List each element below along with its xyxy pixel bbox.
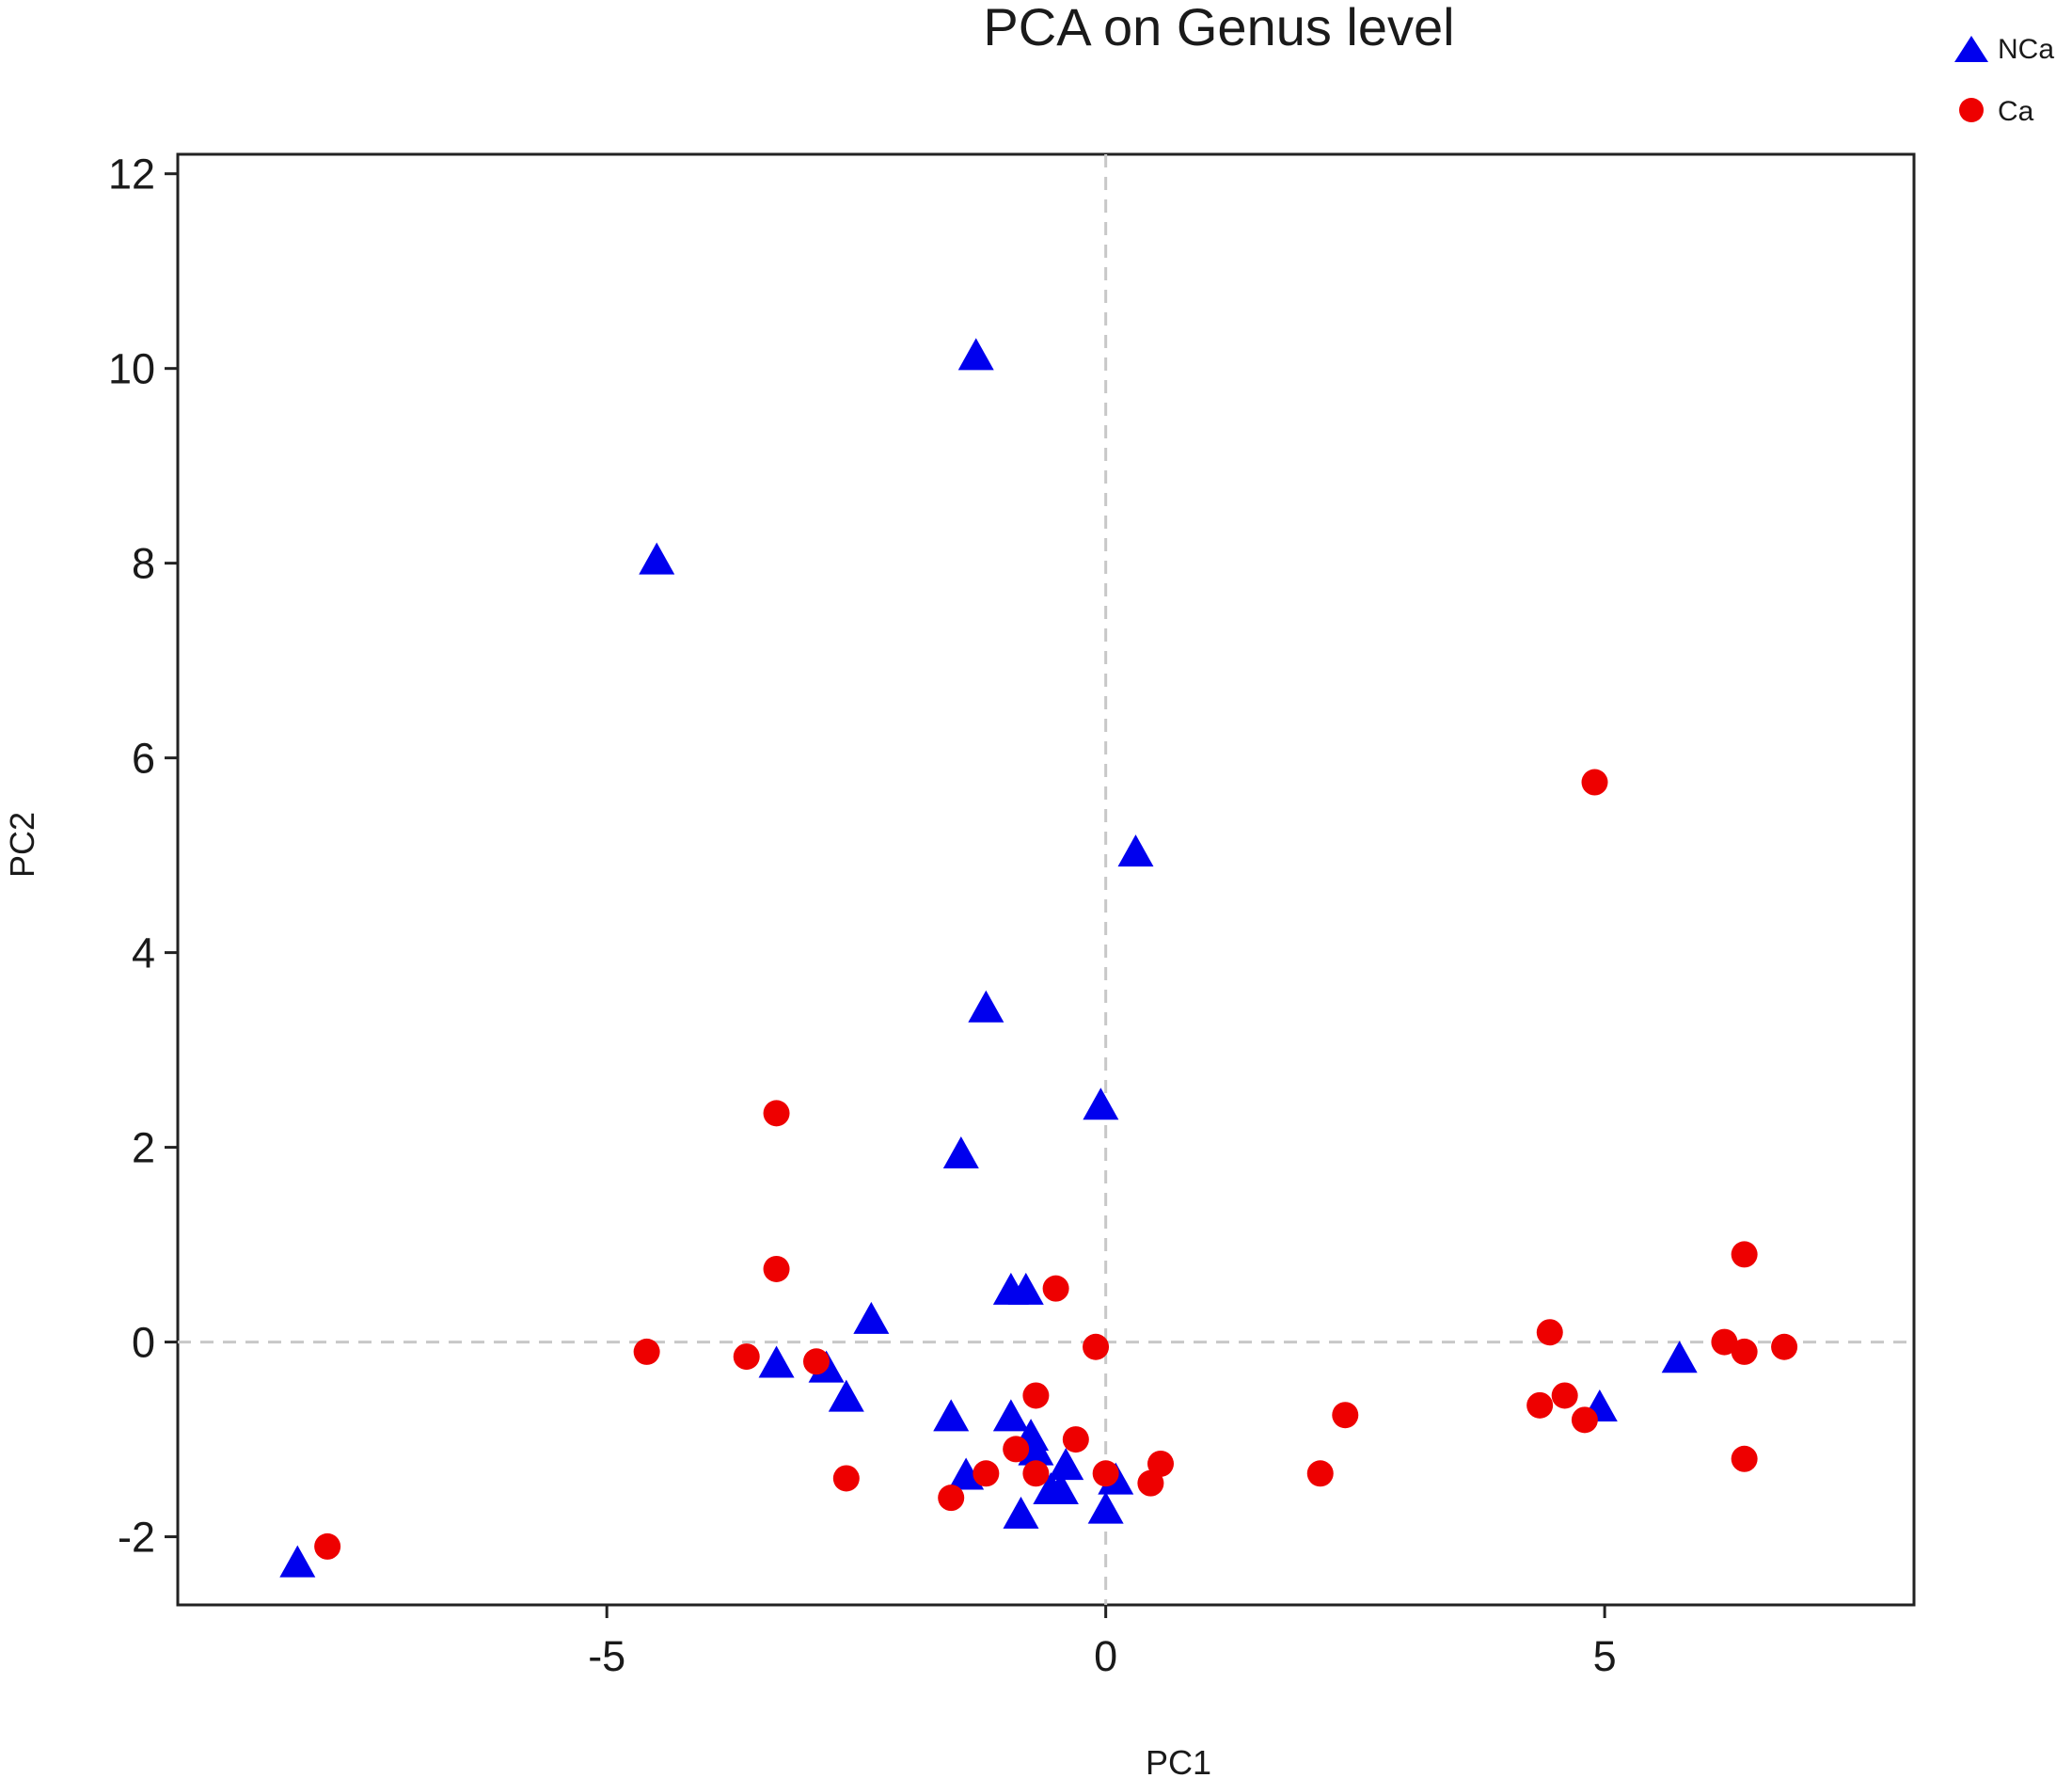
data-point-ca [1731,1241,1758,1268]
data-point-ca [314,1532,341,1560]
chart-title: PCA on Genus level [983,0,1454,56]
data-point-nca [1048,1448,1084,1481]
data-point-ca [1022,1382,1050,1409]
reference-lines [178,154,1914,1605]
y-axis: -2 0 2 4 6 8 10 12 [108,151,178,1562]
data-point-ca [1062,1426,1089,1453]
data-point-ca [1042,1275,1069,1302]
y-tick-label: 6 [132,735,155,783]
data-point-ca [1731,1338,1758,1365]
data-point-ca [1137,1469,1164,1497]
data-point-ca [802,1348,830,1375]
y-tick-label: 4 [132,929,155,977]
y-tick-label: 0 [132,1319,155,1367]
data-point-nca [853,1301,890,1334]
data-point-ca [973,1460,1000,1487]
data-point-ca [1711,1328,1738,1356]
y-tick-label: 8 [132,540,155,588]
data-point-ca [1092,1460,1119,1487]
data-point-ca [1147,1450,1175,1477]
x-tick-label: -5 [588,1632,625,1680]
x-tick-label: 5 [1593,1632,1617,1680]
data-point-nca [933,1399,970,1432]
data-point-nca [758,1345,795,1378]
data-point-nca [1083,1087,1119,1120]
data-point-nca [957,338,994,371]
y-tick-label: 12 [108,151,155,198]
data-point-ca [1571,1406,1598,1434]
legend: NCa Ca [1954,34,2054,127]
data-point-nca [1661,1341,1698,1373]
data-point-ca [1731,1445,1758,1472]
data-point-ca [1003,1436,1030,1463]
legend-label-nca: NCa [1998,34,2054,65]
data-point-ca [763,1255,790,1282]
data-point-ca [1022,1460,1050,1487]
data-point-ca [633,1338,660,1365]
data-point-nca [1117,834,1154,867]
data-point-ca [1526,1391,1554,1419]
x-tick-label: 0 [1094,1632,1117,1680]
data-point-ca [1581,769,1608,796]
data-point-ca [733,1343,760,1371]
data-point-nca [1007,1272,1044,1305]
data-point-ca [832,1465,860,1492]
y-tick-label: 2 [132,1124,155,1172]
data-point-nca [1087,1491,1124,1524]
data-point-ca [1083,1333,1110,1360]
plot-frame [176,152,1916,1607]
data-point-nca [1042,1471,1079,1504]
data-points [279,338,1798,1578]
y-axis-title: PC2 [3,812,41,878]
data-point-nca [1018,1433,1054,1466]
data-point-nca [828,1379,864,1412]
data-point-ca [1771,1333,1798,1360]
legend-circle-marker-icon [1959,98,1984,122]
data-point-ca [763,1100,790,1127]
legend-label-ca: Ca [1998,96,2034,127]
data-point-nca [1003,1496,1039,1529]
x-axis: -5 0 5 [588,1605,1617,1680]
data-point-ca [1536,1319,1563,1346]
legend-triangle-marker-icon [1954,36,1988,62]
data-point-nca [279,1545,316,1578]
data-point-ca [938,1484,965,1512]
y-tick-label: 10 [108,345,155,393]
y-tick-label: -2 [118,1514,155,1562]
data-point-ca [1306,1460,1334,1487]
data-point-ca [1551,1382,1578,1409]
data-point-nca [639,542,675,575]
data-point-nca [968,990,1004,1023]
data-point-nca [942,1135,979,1168]
data-point-nca [992,1399,1029,1432]
data-point-nca [948,1457,985,1490]
data-point-ca [1332,1402,1359,1429]
x-axis-title: PC1 [1146,1743,1211,1778]
